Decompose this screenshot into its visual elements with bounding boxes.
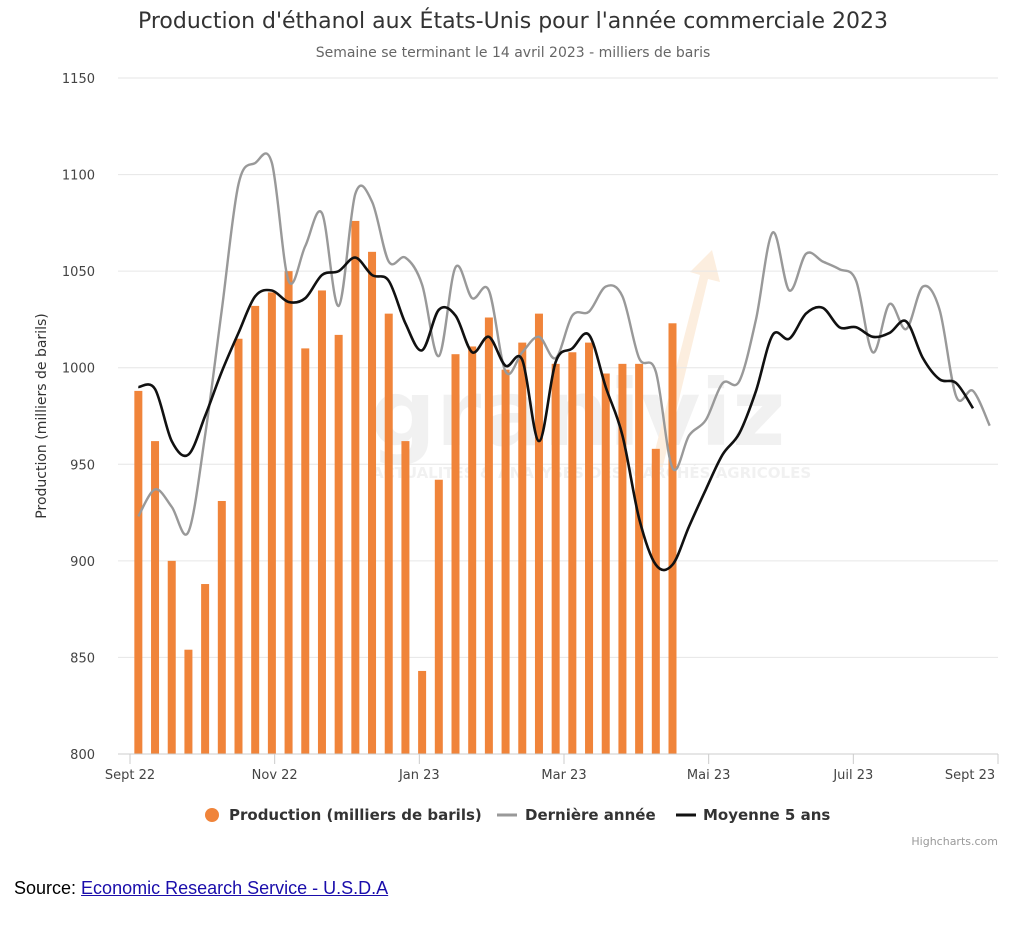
x-axis: Sept 22 Nov 22 Jan 23 Mar 23 Mai 23 Juil 23 Se… <box>105 753 999 783</box>
bar-production[interactable] <box>334 334 343 754</box>
production-bars <box>134 220 677 755</box>
bar-production[interactable] <box>167 560 176 754</box>
x-tick-label: Sept 22 <box>105 768 155 783</box>
y-tick-label: 1050 <box>62 265 95 280</box>
source-prefix: Source: <box>14 878 82 898</box>
bar-production[interactable] <box>368 251 377 755</box>
bar-production[interactable] <box>518 342 527 754</box>
legend-marker-production <box>205 808 219 822</box>
bar-production[interactable] <box>551 363 560 754</box>
credits-link[interactable]: Highcharts.com <box>911 835 998 848</box>
bar-production[interactable] <box>585 342 594 754</box>
legend-item-derniere[interactable]: Dernière année <box>497 806 656 824</box>
series-lines <box>137 152 991 572</box>
bar-production[interactable] <box>217 500 226 754</box>
bar-production[interactable] <box>601 373 610 754</box>
bar-production[interactable] <box>351 220 360 754</box>
bar-production[interactable] <box>434 479 443 754</box>
legend-item-moyenne[interactable]: Moyenne 5 ans <box>676 806 830 824</box>
bar-production[interactable] <box>418 670 427 754</box>
bar-production[interactable] <box>384 313 393 754</box>
bar-production[interactable] <box>184 649 193 754</box>
bar-production[interactable] <box>134 390 143 754</box>
x-tick-label: Mar 23 <box>541 768 586 783</box>
bar-production[interactable] <box>234 338 243 754</box>
bar-production[interactable] <box>267 292 276 754</box>
legend-label-derniere: Dernière année <box>525 806 656 824</box>
legend[interactable]: Production (milliers de barils) Dernière… <box>205 806 830 824</box>
bar-production[interactable] <box>668 323 677 754</box>
x-tick-label: Mai 23 <box>687 768 730 783</box>
bar-production[interactable] <box>484 317 493 754</box>
chart: graniviz ACTUALITÉS & ANALYSES DES MARCH… <box>34 8 999 848</box>
legend-item-production[interactable]: Production (milliers de barils) <box>205 806 482 824</box>
bar-production[interactable] <box>651 448 660 754</box>
bar-production[interactable] <box>451 354 460 754</box>
y-tick-label: 800 <box>70 748 95 763</box>
x-tick-label: Jan 23 <box>398 768 440 783</box>
bar-production[interactable] <box>317 290 326 754</box>
chart-title: Production d'éthanol aux États-Unis pour… <box>138 8 888 34</box>
bar-production[interactable] <box>251 305 260 754</box>
y-tick-label: 1150 <box>62 72 95 87</box>
y-tick-label: 850 <box>70 651 95 666</box>
source-line: Source: Economic Research Service - U.S.… <box>14 878 388 899</box>
legend-label-moyenne: Moyenne 5 ans <box>703 806 830 824</box>
y-tick-label: 900 <box>70 555 95 570</box>
bar-production[interactable] <box>201 584 210 754</box>
y-tick-label: 950 <box>70 458 95 473</box>
bar-production[interactable] <box>401 441 410 754</box>
bar-production[interactable] <box>151 441 160 754</box>
line-derniere-annee[interactable] <box>137 152 991 536</box>
y-tick-label: 1000 <box>62 362 95 377</box>
chart-subtitle: Semaine se terminant le 14 avril 2023 - … <box>316 45 711 61</box>
y-tick-label: 1100 <box>62 169 95 184</box>
bar-production[interactable] <box>635 363 644 754</box>
bar-production[interactable] <box>568 352 577 754</box>
bar-production[interactable] <box>468 346 477 754</box>
x-tick-label: Sept 23 <box>945 768 995 783</box>
watermark-arrow-icon <box>650 250 720 470</box>
x-tick-label: Juil 23 <box>832 768 873 783</box>
bar-production[interactable] <box>284 271 293 754</box>
y-axis: 800 850 900 950 1000 1050 1100 1150 <box>62 72 95 763</box>
bar-production[interactable] <box>534 313 543 754</box>
line-moyenne-5-ans[interactable] <box>138 256 975 572</box>
legend-label-production: Production (milliers de barils) <box>229 806 482 824</box>
bar-production[interactable] <box>618 363 627 754</box>
source-link[interactable]: Economic Research Service - U.S.D.A <box>81 878 389 898</box>
y-axis-label: Production (milliers de barils) <box>34 313 50 518</box>
watermark-logo: graniviz ACTUALITÉS & ANALYSES DES MARCH… <box>370 250 811 482</box>
bar-production[interactable] <box>501 369 510 754</box>
watermark-text: graniviz <box>370 360 785 467</box>
x-tick-label: Nov 22 <box>252 768 298 783</box>
bar-production[interactable] <box>301 348 310 754</box>
